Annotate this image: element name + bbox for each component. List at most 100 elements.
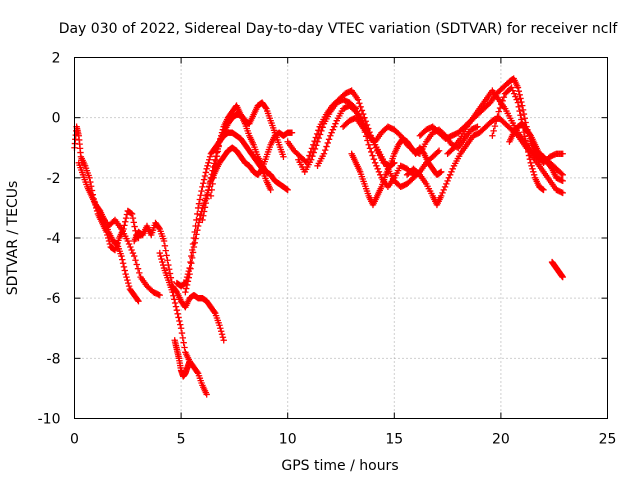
data-point	[203, 165, 210, 173]
data-point	[377, 171, 384, 179]
data-point	[288, 129, 296, 136]
data-point	[217, 325, 224, 332]
data-point	[183, 285, 190, 292]
data-point	[173, 307, 181, 314]
data-point	[318, 127, 325, 135]
data-point	[199, 216, 206, 224]
data-point	[216, 322, 223, 329]
data-points	[71, 75, 566, 398]
data-point	[182, 288, 189, 296]
data-point	[559, 171, 566, 179]
series-arc-14	[339, 114, 481, 157]
data-point	[559, 273, 566, 281]
data-point	[172, 303, 180, 310]
data-point	[185, 274, 192, 281]
data-point	[194, 222, 202, 230]
data-point	[188, 260, 195, 267]
data-point	[132, 257, 139, 264]
data-point	[434, 148, 441, 156]
data-point	[171, 299, 179, 307]
data-point	[133, 261, 140, 268]
data-point	[320, 150, 328, 157]
data-point	[197, 192, 204, 199]
data-point	[202, 169, 210, 176]
data-point	[131, 223, 138, 230]
data-point	[187, 265, 194, 272]
data-point	[370, 155, 378, 163]
data-point	[524, 148, 532, 156]
data-point	[371, 159, 379, 166]
data-point	[522, 137, 529, 144]
data-point	[514, 84, 522, 91]
data-point	[186, 358, 193, 365]
data-point	[179, 334, 187, 342]
data-point	[200, 180, 207, 187]
data-point	[209, 180, 216, 188]
data-point	[500, 94, 508, 101]
series-arc-21	[506, 120, 566, 185]
data-point	[520, 110, 528, 118]
data-point	[136, 269, 143, 277]
data-point	[559, 150, 566, 157]
series-arc-2	[75, 159, 142, 305]
data-point	[175, 314, 182, 321]
data-point	[118, 252, 125, 260]
data-point	[124, 276, 131, 284]
data-point	[438, 192, 445, 200]
data-point	[284, 186, 291, 194]
data-point	[128, 246, 135, 254]
data-point	[201, 204, 209, 211]
data-point	[159, 258, 166, 266]
data-point	[529, 165, 536, 173]
data-point	[513, 96, 520, 103]
data-point	[174, 310, 181, 318]
data-point	[441, 183, 449, 191]
data-point	[356, 100, 363, 107]
data-point	[369, 152, 376, 159]
data-point	[310, 149, 317, 156]
data-point	[196, 196, 204, 203]
data-point	[313, 142, 320, 149]
data-point	[206, 153, 214, 160]
data-point	[517, 112, 524, 119]
axis-ticks: 0 5 10 15 20 25 -10 -8 -6 -4 -2 0 2	[38, 51, 617, 448]
data-point	[159, 261, 167, 269]
data-point	[191, 239, 198, 247]
data-point	[195, 219, 203, 226]
x-tick-label: 5	[177, 432, 186, 448]
data-point	[162, 247, 169, 254]
data-point	[130, 219, 137, 226]
data-point	[120, 263, 128, 271]
data-point	[307, 156, 315, 163]
data-point	[203, 391, 210, 398]
data-point	[444, 177, 451, 185]
data-point	[322, 146, 329, 154]
data-point	[205, 159, 212, 166]
data-point	[559, 177, 566, 185]
y-axis-label: SDTVAR / TECUs	[5, 181, 21, 296]
data-point	[161, 242, 169, 250]
data-point	[119, 260, 127, 267]
data-point	[325, 136, 333, 143]
data-point	[280, 153, 287, 160]
data-point	[525, 152, 533, 159]
y-tick-label: 0	[52, 111, 61, 127]
data-point	[496, 104, 504, 112]
data-point	[509, 87, 517, 94]
data-point	[178, 329, 186, 337]
data-point	[155, 224, 163, 231]
data-point	[177, 325, 185, 332]
data-point	[219, 334, 227, 341]
data-point	[123, 273, 130, 281]
y-tick-label: -2	[47, 171, 61, 187]
data-point	[128, 210, 136, 218]
data-point	[515, 103, 523, 111]
series-arc-3	[92, 201, 163, 299]
data-point	[443, 180, 450, 188]
data-point	[512, 93, 519, 100]
data-point	[212, 156, 219, 163]
data-point	[106, 240, 114, 248]
data-point	[514, 99, 522, 106]
data-point	[170, 292, 177, 299]
data-point	[201, 172, 209, 180]
